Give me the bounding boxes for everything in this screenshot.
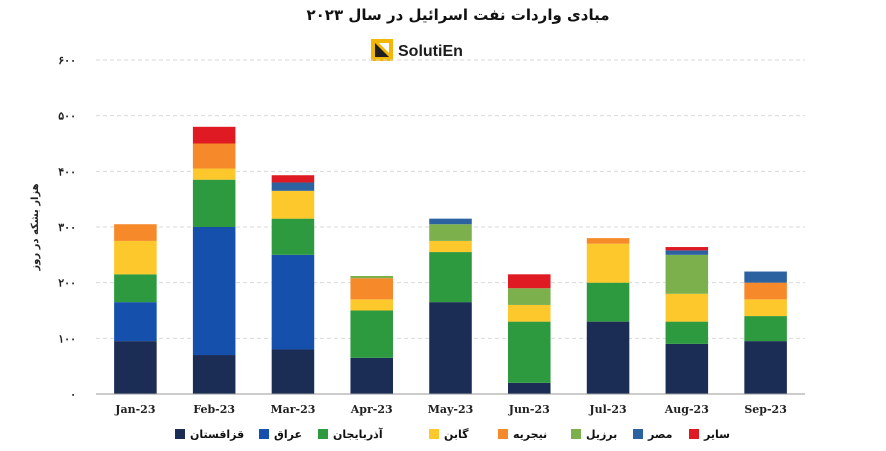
y-tick-label: ۶۰۰	[58, 54, 76, 67]
legend-label: آذربایجان	[333, 427, 383, 441]
legend-swatch	[175, 429, 185, 439]
x-tick-label: Jul-23	[588, 403, 626, 416]
bar-segment	[744, 316, 787, 342]
legend-label: برزیل	[586, 428, 617, 441]
bars	[114, 126, 787, 394]
bar-segment	[350, 357, 393, 394]
bar-segment	[744, 299, 787, 317]
x-tick-label: Mar-23	[270, 403, 315, 416]
bar-segment	[192, 355, 236, 394]
bar-segment	[744, 341, 787, 394]
bar-segment	[271, 182, 315, 191]
y-tick-label: ۰	[70, 388, 76, 401]
legend-label: گابن	[444, 428, 469, 441]
y-tick-label: ۴۰۰	[58, 165, 76, 178]
bar-segment	[192, 126, 236, 144]
legend-item: عراق	[259, 428, 302, 441]
bar-segment	[429, 252, 472, 303]
bar-segment	[429, 302, 472, 394]
chart-title: مبادی واردات نفت اسرائیل در سال ۲۰۲۳	[306, 6, 609, 24]
y-tick-label: ۵۰۰	[58, 110, 76, 123]
bar-segment	[744, 282, 787, 300]
x-tick-label: Jun-23	[508, 403, 550, 416]
logo-text: SolutiEn	[398, 43, 463, 60]
bar-segment	[192, 227, 236, 356]
legend-label: سایر	[703, 428, 730, 441]
bar-segment	[192, 168, 236, 180]
legend-item: گابن	[429, 428, 469, 441]
x-tick-labels: Jan-23 Feb-23 Mar-23 Apr-23 May-23 Jun-23 Jul-…	[114, 403, 787, 416]
bar-segment	[350, 310, 393, 358]
bar-segment	[192, 179, 236, 227]
bar-segment	[665, 254, 709, 294]
y-tick-label: ۲۰۰	[58, 277, 76, 290]
bar-segment	[114, 302, 157, 342]
legend-swatch	[259, 429, 269, 439]
bar-segment	[508, 304, 551, 322]
bar-segment	[665, 247, 709, 251]
legend-label: عراق	[274, 428, 302, 441]
x-tick-label: Sep-23	[744, 403, 787, 416]
legend-item: مصر	[633, 428, 673, 441]
bar-segment	[271, 218, 315, 255]
legend-item: قزاقستان	[175, 428, 244, 441]
bar-segment	[586, 282, 630, 322]
bar-segment	[744, 271, 787, 283]
legend-swatch	[429, 429, 439, 439]
legend-item: نیجریه	[498, 428, 547, 441]
bar-segment	[665, 293, 709, 322]
legend-swatch	[633, 429, 643, 439]
y-tick-label: ۱۰۰	[58, 332, 76, 345]
bar-segment	[350, 299, 393, 311]
legend-swatch	[689, 429, 699, 439]
legend-swatch	[571, 429, 581, 439]
x-tick-label: Apr-23	[350, 403, 393, 416]
bar-segment	[508, 382, 551, 394]
bar-segment	[350, 275, 393, 279]
legend-item: سایر	[689, 428, 730, 441]
solution-logo-icon	[371, 39, 393, 61]
bar-segment	[114, 224, 157, 241]
x-tick-label: Aug-23	[664, 403, 709, 416]
bar-segment	[114, 274, 157, 303]
bar-segment	[114, 341, 157, 394]
bar-segment	[665, 250, 709, 255]
legend: قزاقستان عراق آذربایجان گابن نیجریه برزیل مصر س…	[175, 427, 730, 441]
y-axis-label: هزار بشکه در روز	[30, 183, 41, 271]
bar-segment	[271, 175, 315, 183]
bar-segment	[665, 321, 709, 344]
bar-segment	[586, 238, 630, 244]
bar-segment	[192, 143, 236, 169]
bar-segment	[508, 321, 551, 383]
legend-swatch	[318, 429, 328, 439]
bar-segment	[429, 218, 472, 225]
bar-segment	[508, 274, 551, 289]
y-tick-label: ۳۰۰	[58, 221, 76, 234]
bar-segment	[114, 240, 157, 275]
bar-segment	[271, 349, 315, 394]
x-tick-label: Jan-23	[114, 403, 155, 416]
legend-label: مصر	[647, 428, 673, 441]
bar-segment	[508, 288, 551, 305]
bar-segment	[271, 190, 315, 219]
bar-segment	[665, 343, 709, 394]
solution-logo: SolutiEn	[371, 39, 463, 61]
bar-segment	[271, 254, 315, 350]
legend-swatch	[498, 429, 508, 439]
y-tick-labels: ۰ ۱۰۰ ۲۰۰ ۳۰۰ ۴۰۰ ۵۰۰ ۶۰۰	[58, 54, 76, 401]
bar-segment	[586, 321, 630, 394]
legend-item: برزیل	[571, 428, 617, 441]
legend-item: آذربایجان	[318, 427, 383, 441]
bar-segment	[429, 240, 472, 253]
bar-segment	[586, 243, 630, 283]
bar-segment	[429, 224, 472, 241]
legend-label: قزاقستان	[190, 428, 244, 441]
x-tick-label: Feb-23	[193, 403, 235, 416]
x-tick-label: May-23	[428, 403, 474, 416]
bar-segment	[350, 278, 393, 300]
legend-label: نیجریه	[513, 428, 547, 441]
